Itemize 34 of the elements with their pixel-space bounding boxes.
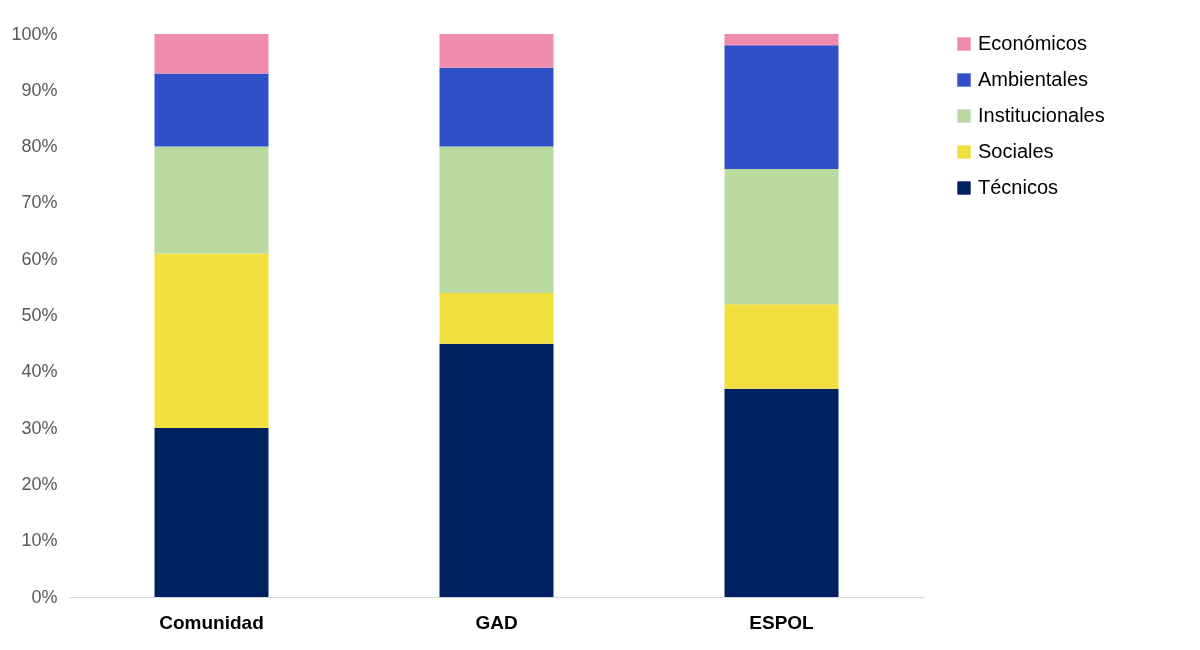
y-tick-label: 70% <box>21 192 58 213</box>
bar <box>439 34 554 68</box>
bar <box>439 67 554 147</box>
bar <box>154 73 269 147</box>
y-tick-label: 100% <box>11 23 58 44</box>
bar <box>724 304 839 389</box>
y-tick-label: 20% <box>21 473 58 494</box>
x-tick-label: ESPOL <box>749 611 815 633</box>
legend-label: Técnicos <box>978 176 1059 198</box>
y-tick-label: 90% <box>21 79 58 100</box>
legend-label: Institucionales <box>978 104 1105 126</box>
legend-label: Sociales <box>978 140 1054 162</box>
y-tick-label: 30% <box>21 417 58 438</box>
legend-label: Ambientales <box>978 68 1089 90</box>
bar <box>439 146 554 293</box>
bar <box>154 253 269 429</box>
bar <box>724 388 839 597</box>
y-tick-label: 40% <box>21 361 58 382</box>
legend-label: Económicos <box>978 32 1087 54</box>
bar <box>154 428 269 597</box>
y-tick-label: 50% <box>21 305 58 325</box>
bar <box>439 292 554 344</box>
bar <box>724 34 839 46</box>
bar <box>439 343 554 597</box>
bar <box>154 34 269 74</box>
y-tick-label: 10% <box>21 530 58 551</box>
y-tick-label: 80% <box>21 136 58 157</box>
x-tick-label: GAD <box>475 611 518 633</box>
x-tick-label: Comunidad <box>159 611 264 633</box>
bar <box>724 45 839 170</box>
y-tick-label: 0% <box>31 586 58 607</box>
bar <box>154 146 269 254</box>
bar <box>724 169 839 305</box>
y-tick-label: 60% <box>21 248 58 269</box>
